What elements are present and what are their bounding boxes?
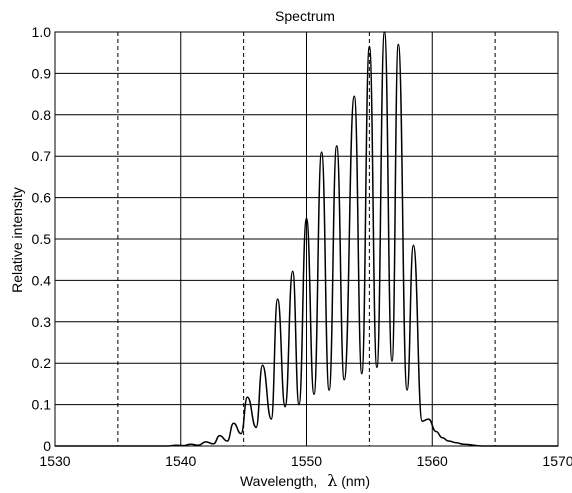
x-tick-label-1: 1540 xyxy=(165,453,196,469)
y-tick-labels: 0 0.1 0.2 0.3 0.4 0.5 0.6 0.7 0.8 0.9 1.0 xyxy=(32,24,52,454)
y-axis-title: Relative intensity xyxy=(9,187,25,293)
spectrum-line xyxy=(54,31,558,447)
y-tick-label-2: 0.2 xyxy=(32,355,52,371)
y-tick-label-0: 0 xyxy=(43,438,51,454)
grid xyxy=(54,31,559,447)
x-tick-labels: 1530 1540 1550 1560 1570 xyxy=(39,453,572,469)
series-layer xyxy=(54,31,558,447)
x-axis-label-symbol: λ xyxy=(327,471,337,490)
x-axis-label-unit: (nm) xyxy=(341,473,370,489)
y-tick-label-7: 0.7 xyxy=(32,148,52,164)
x-tick-label-2: 1550 xyxy=(291,453,322,469)
y-tick-label-5: 0.5 xyxy=(32,231,52,247)
x-axis-label-text: Wavelength, xyxy=(240,473,317,489)
x-tick-label-0: 1530 xyxy=(39,453,70,469)
y-tick-label-1: 0.1 xyxy=(32,397,52,413)
y-tick-label-4: 0.4 xyxy=(32,272,52,288)
x-tick-label-4: 1570 xyxy=(542,453,572,469)
chart-title: Spectrum xyxy=(275,8,335,24)
y-tick-label-3: 0.3 xyxy=(32,314,52,330)
y-tick-label-10: 1.0 xyxy=(32,24,52,40)
x-tick-label-3: 1560 xyxy=(417,453,448,469)
plot-frame xyxy=(54,31,559,447)
y-tick-label-9: 0.9 xyxy=(32,65,52,81)
x-axis-title: Wavelength, λ (nm) xyxy=(240,471,370,490)
y-tick-label-8: 0.8 xyxy=(32,107,52,123)
y-tick-label-6: 0.6 xyxy=(32,190,52,206)
